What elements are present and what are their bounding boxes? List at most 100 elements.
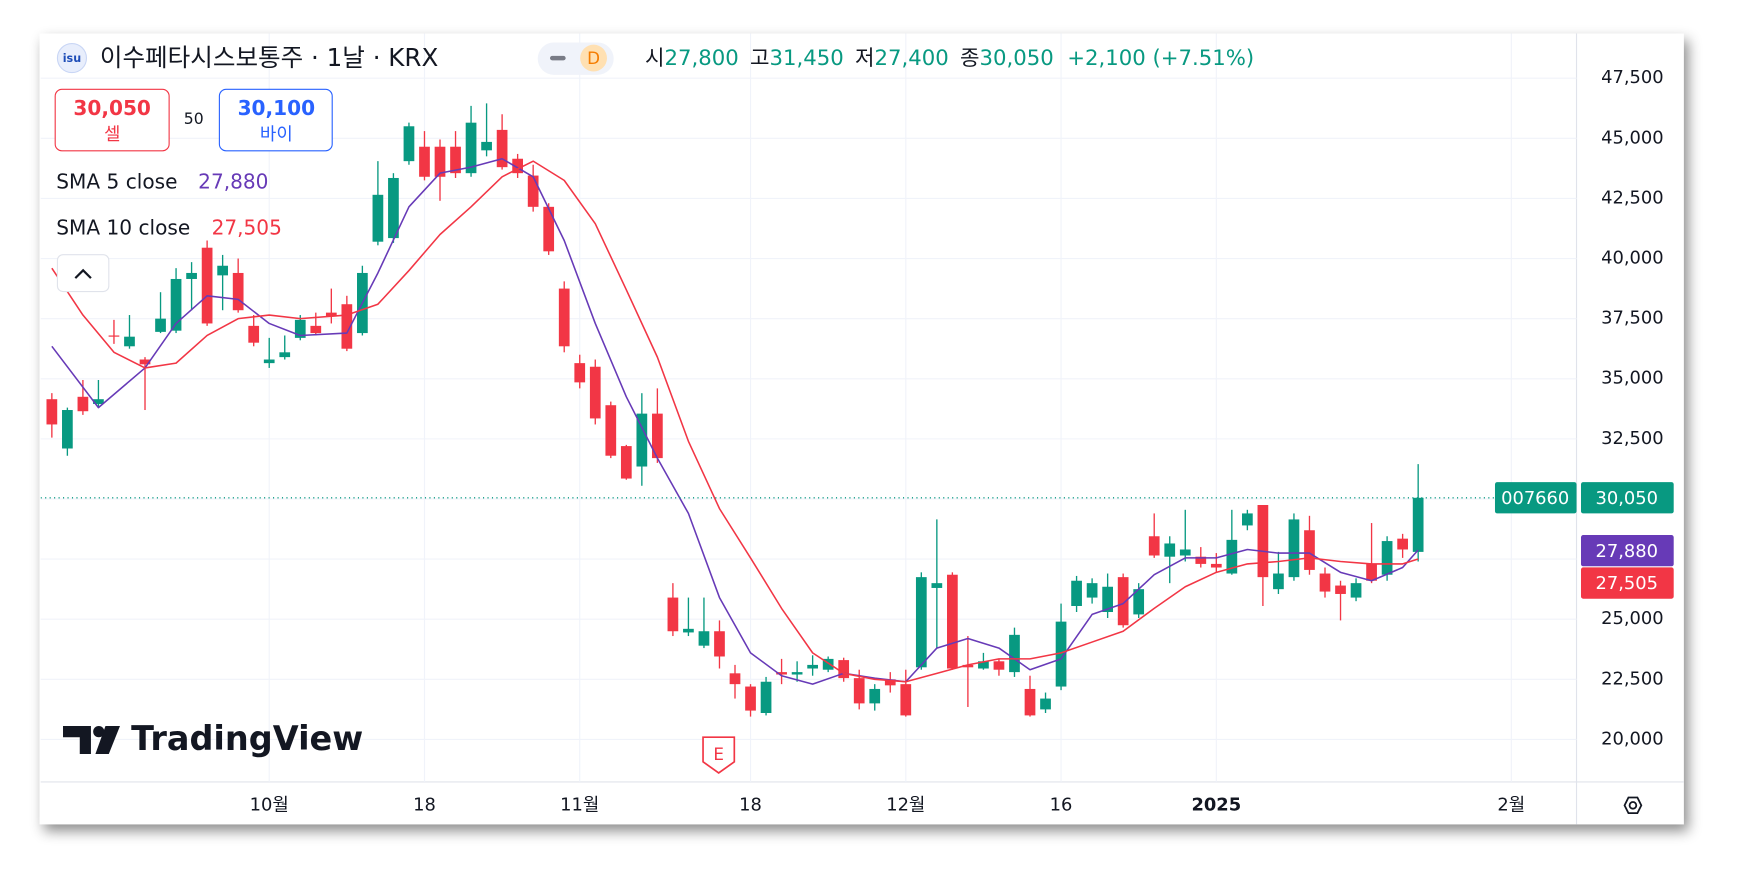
settings-icon[interactable] bbox=[1623, 796, 1643, 815]
candle-body bbox=[776, 672, 787, 675]
candle-body bbox=[1024, 688, 1036, 716]
ohlc-label: 고 bbox=[750, 46, 770, 71]
x-tick-label: 2025 bbox=[1191, 794, 1241, 815]
candle-body bbox=[558, 288, 570, 347]
candle-body bbox=[853, 678, 865, 704]
candle-body bbox=[636, 413, 648, 467]
candle-body bbox=[108, 335, 120, 337]
logo-text: isu bbox=[63, 52, 81, 65]
ohlc-value: 30,050 bbox=[979, 46, 1053, 71]
candle-body bbox=[543, 206, 555, 252]
ohlc-change: +2,100 (+7.51%) bbox=[1067, 46, 1254, 71]
y-tick-label: 40,000 bbox=[1601, 248, 1664, 269]
candle-body bbox=[1102, 586, 1113, 613]
buy-label: 바이 bbox=[260, 124, 293, 145]
candle-body bbox=[760, 681, 772, 713]
candle-body bbox=[325, 312, 337, 317]
candle-body bbox=[652, 413, 663, 459]
y-tick-label: 47,500 bbox=[1601, 67, 1664, 88]
y-tick-label: 20,000 bbox=[1601, 728, 1664, 749]
sma-line bbox=[51, 160, 1419, 683]
candle-body bbox=[667, 597, 679, 632]
candle-body bbox=[388, 177, 399, 239]
indicator-name: SMA 5 close bbox=[56, 170, 177, 194]
y-tick-label: 22,500 bbox=[1601, 668, 1664, 689]
ohlc-value: 31,450 bbox=[769, 46, 843, 71]
candle-body bbox=[931, 583, 943, 588]
candle-body bbox=[1055, 621, 1067, 687]
candle-body bbox=[419, 146, 430, 177]
candle-body bbox=[341, 304, 353, 349]
close-tag bbox=[1580, 482, 1674, 514]
candle-body bbox=[1304, 530, 1315, 570]
candle-body bbox=[310, 325, 322, 334]
candle-body bbox=[962, 664, 974, 668]
candle-body bbox=[822, 658, 834, 670]
candle-body bbox=[372, 194, 384, 242]
x-tick-label: 10월 bbox=[250, 794, 289, 815]
candle-body bbox=[729, 673, 741, 685]
candle-body bbox=[46, 399, 58, 425]
candle-body bbox=[481, 141, 492, 151]
spread: 50 bbox=[184, 109, 204, 128]
ticker-tag-text: 007660 bbox=[1501, 488, 1569, 509]
candle-body bbox=[869, 688, 881, 704]
grid bbox=[40, 33, 1577, 782]
candle-body bbox=[978, 661, 989, 669]
candle-body bbox=[807, 664, 818, 669]
candle-body bbox=[155, 318, 166, 332]
candle-body bbox=[279, 352, 291, 358]
candle-body bbox=[201, 247, 213, 324]
x-tick-label: 18 bbox=[413, 794, 436, 815]
buy-button[interactable] bbox=[218, 88, 333, 152]
indicator-name: SMA 10 close bbox=[56, 215, 190, 239]
candle-body bbox=[1412, 497, 1424, 552]
indicator-value: 27,505 bbox=[212, 215, 282, 239]
x-tick-label: 11월 bbox=[560, 794, 599, 815]
chevron-icon bbox=[74, 268, 92, 279]
buy-price: 30,100 bbox=[238, 96, 316, 120]
event-marker[interactable] bbox=[702, 736, 736, 774]
candle-body bbox=[1366, 563, 1377, 581]
x-tick-label: 12월 bbox=[886, 794, 925, 815]
candle-body bbox=[1319, 573, 1331, 592]
sma-line bbox=[51, 157, 1419, 685]
watermark-text: TradingView bbox=[131, 719, 363, 758]
chart-frame bbox=[39, 33, 1684, 825]
ohlc-legend: 시27,800 고31,450 저27,400 종30,050 +2,100 (… bbox=[645, 46, 1254, 71]
candle-body bbox=[1397, 538, 1408, 550]
candle-body bbox=[496, 129, 508, 168]
sell-price: 30,050 bbox=[73, 96, 151, 120]
candle-body bbox=[1226, 539, 1238, 574]
candle-body bbox=[1009, 634, 1020, 673]
watermark-logo bbox=[63, 726, 120, 754]
sell-label: 셀 bbox=[104, 124, 120, 145]
candle-body bbox=[294, 319, 306, 338]
event-label: E bbox=[713, 744, 724, 764]
candle-body bbox=[947, 574, 958, 669]
candle-body bbox=[93, 399, 104, 405]
candle-body bbox=[1040, 698, 1051, 710]
y-tick-label: 42,500 bbox=[1601, 187, 1664, 208]
candle-body bbox=[139, 359, 151, 365]
candle-body bbox=[1210, 563, 1222, 568]
candle-body bbox=[77, 396, 89, 412]
candle-body bbox=[1350, 583, 1362, 598]
ticker-tag bbox=[1494, 482, 1577, 514]
candle-body bbox=[838, 660, 850, 679]
candle-body bbox=[465, 122, 477, 174]
candle-body bbox=[683, 628, 694, 633]
candle-body bbox=[217, 265, 229, 276]
ohlc-label: 시 bbox=[645, 46, 665, 71]
sma10-tag bbox=[1580, 567, 1674, 599]
candle-body bbox=[170, 278, 182, 331]
badge-dash bbox=[550, 55, 566, 61]
plot-area bbox=[40, 103, 1577, 717]
sell-button[interactable] bbox=[54, 88, 170, 152]
candle-body bbox=[1086, 583, 1098, 598]
collapse-button[interactable] bbox=[56, 254, 110, 293]
candle-body bbox=[620, 446, 632, 479]
symbol-title: 이수페타시스보통주 · 1날 · KRX bbox=[100, 43, 439, 72]
candle-body bbox=[745, 686, 756, 711]
candle-body bbox=[698, 631, 710, 646]
